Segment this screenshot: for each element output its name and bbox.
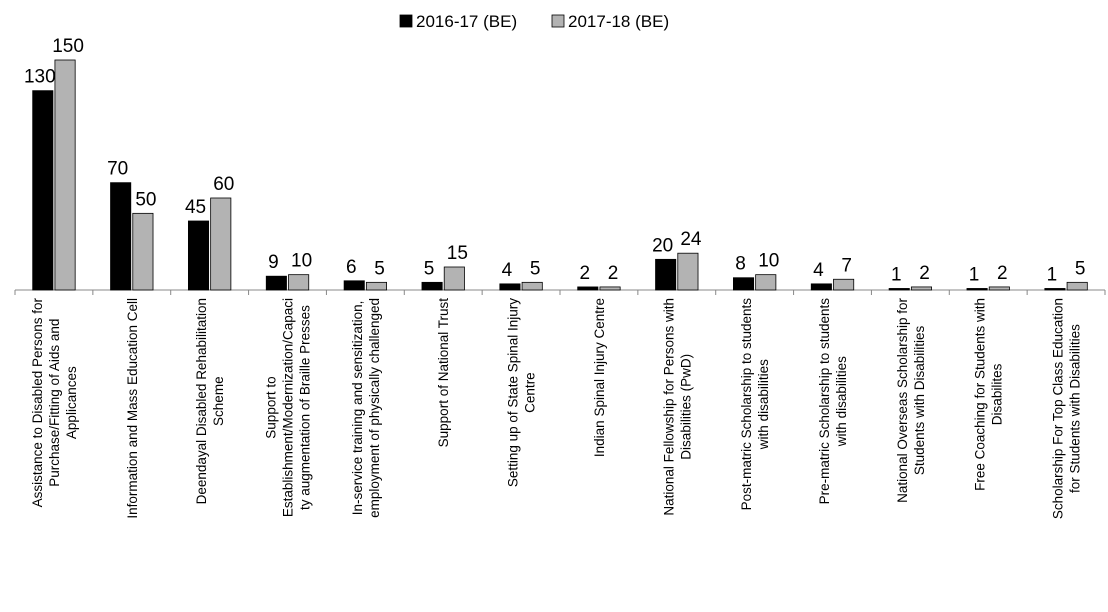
value-label: 2 — [997, 263, 1008, 284]
x-tick-group: Information and Mass Education Cell — [125, 298, 140, 519]
value-label: 130 — [24, 67, 56, 88]
value-label: 60 — [213, 174, 234, 195]
x-tick-label: National Fellowship for Persons with Disa… — [661, 298, 693, 516]
value-label: 4 — [813, 260, 824, 281]
value-label: 2 — [580, 263, 591, 284]
bar — [655, 258, 677, 291]
value-label: 70 — [107, 159, 128, 180]
value-label: 4 — [502, 260, 513, 281]
x-tick-label: National Overseas Scholarship for Student… — [895, 298, 927, 503]
value-label: 7 — [841, 255, 852, 276]
value-label: 45 — [185, 197, 206, 218]
value-label: 10 — [291, 251, 312, 272]
x-tick-group: Free Coaching for Students with Disabilit… — [973, 298, 1005, 491]
legend-label: 2017-18 (BE) — [568, 12, 669, 31]
value-label: 50 — [135, 189, 156, 210]
value-label: 1 — [969, 264, 980, 285]
x-tick-label: Scholarship For Top Class Education for S… — [1051, 298, 1083, 519]
value-label: 2 — [608, 263, 619, 284]
value-label: 1 — [1047, 264, 1058, 285]
bar — [833, 278, 855, 291]
value-label: 6 — [346, 257, 357, 278]
x-tick-group: Setting up of State Spinal Injury Centre — [506, 298, 538, 487]
bar — [499, 283, 521, 291]
bar — [988, 286, 1010, 291]
bar — [1066, 281, 1088, 291]
x-tick-group: Pre-matric Scholarship to students with d… — [817, 298, 849, 505]
value-label: 5 — [1075, 258, 1086, 279]
bar — [966, 288, 988, 291]
value-label: 20 — [652, 235, 673, 256]
x-tick-label: Indian Spinal Injury Centre — [592, 298, 607, 457]
value-label: 5 — [530, 258, 541, 279]
bar — [733, 277, 755, 291]
bar — [599, 286, 621, 291]
bar — [677, 252, 699, 291]
bar — [288, 274, 310, 291]
x-tick-label: Deendayal Disabled Rehabilitation Scheme — [194, 298, 226, 504]
value-label: 1 — [891, 264, 902, 285]
bar — [187, 220, 210, 291]
value-label: 5 — [424, 258, 435, 279]
bar — [577, 286, 599, 291]
bar — [910, 286, 932, 291]
value-label: 15 — [447, 243, 468, 264]
bar — [54, 59, 76, 291]
bar — [755, 274, 777, 291]
bar — [810, 283, 832, 291]
x-tick-group: Support to Establishment/Modernization/Ca… — [264, 298, 313, 517]
bar — [1044, 288, 1066, 291]
x-tick-group: National Fellowship for Persons with Disa… — [661, 298, 693, 516]
bar — [210, 197, 232, 291]
value-label: 2 — [919, 263, 930, 284]
x-tick-group: Deendayal Disabled Rehabilitation Scheme — [194, 298, 226, 504]
value-label: 9 — [268, 252, 279, 273]
x-tick-label: In-service training and sensitization, em… — [350, 298, 382, 518]
value-label: 5 — [374, 258, 385, 279]
x-tick-group: Indian Spinal Injury Centre — [592, 298, 607, 457]
legend-swatch — [551, 14, 565, 28]
x-tick-label: Assistance to Disabled Persons for Purcha… — [30, 298, 79, 508]
x-tick-group: Support of National Trust — [436, 298, 451, 448]
bar — [443, 266, 465, 291]
bar — [421, 281, 443, 291]
legend-label: 2016-17 (BE) — [416, 12, 517, 31]
x-tick-group: In-service training and sensitization, em… — [350, 298, 382, 518]
x-tick-group: Post-matric Scholarship to students with … — [739, 298, 771, 511]
bar — [132, 212, 154, 291]
x-tick-group: Assistance to Disabled Persons for Purcha… — [30, 298, 79, 508]
value-label: 10 — [758, 251, 779, 272]
legend-swatch — [399, 14, 413, 28]
x-tick-group: Scholarship For Top Class Education for S… — [1051, 298, 1083, 519]
bar — [888, 288, 910, 291]
bar — [343, 280, 365, 291]
value-label: 24 — [680, 229, 702, 250]
bar — [32, 90, 54, 291]
x-tick-label: Free Coaching for Students with Disabilit… — [973, 298, 1005, 491]
x-tick-label: Pre-matric Scholarship to students with d… — [817, 298, 849, 505]
bar — [521, 281, 543, 291]
x-tick-label: Post-matric Scholarship to students with … — [739, 298, 771, 511]
value-label: 8 — [735, 254, 746, 275]
x-tick-label: Setting up of State Spinal Injury Centre — [506, 298, 538, 487]
x-tick-label: Support to Establishment/Modernization/Ca… — [264, 298, 313, 517]
bar — [365, 281, 388, 291]
bar — [110, 182, 132, 291]
value-label: 150 — [52, 36, 84, 57]
bar — [265, 275, 287, 291]
x-tick-label: Support of National Trust — [436, 298, 451, 448]
x-tick-label: Information and Mass Education Cell — [125, 298, 140, 519]
x-tick-group: National Overseas Scholarship for Student… — [895, 298, 927, 503]
